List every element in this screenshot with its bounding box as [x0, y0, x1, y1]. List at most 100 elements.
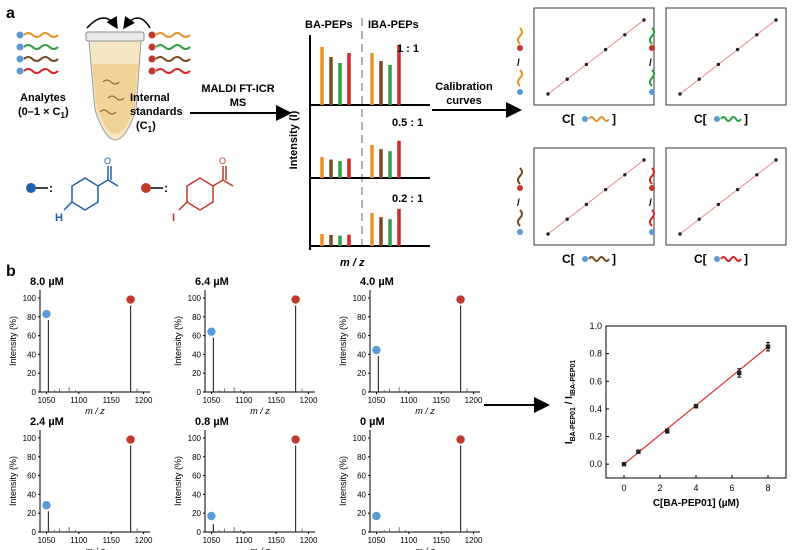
x-tick-label: 1100	[400, 536, 418, 545]
mini-xlabel: C[	[562, 252, 575, 266]
mass-spectrum: 8.0 µM 0 20 40 60 80 100 1050 1100 1150 1200 Intens…	[8, 276, 153, 416]
x-tick-label: 1100	[235, 396, 253, 405]
mini-xlabel-strand	[588, 116, 610, 122]
mass-spectrum: 2.4 µM 0 20 40 60 80 100 1050 1100 1150 1200 Intens…	[8, 416, 153, 550]
mini-ylabel-divider: /	[517, 58, 520, 69]
x-tick-label: 0	[621, 483, 626, 493]
mini-calibration-curve: / C[]	[517, 147, 655, 266]
ratio-1: 1 : 1	[397, 43, 419, 55]
analyte-peptide-strand	[23, 56, 59, 62]
svg-text:I: I	[172, 212, 175, 224]
y-tick-label: 20	[357, 369, 366, 378]
y-tick-label: 80	[357, 313, 366, 322]
mini-data-point	[697, 217, 701, 221]
calibration-label-2: curves	[446, 95, 481, 107]
mini-xlabel-close: ]	[744, 252, 748, 266]
y-tick-label: 80	[27, 313, 36, 322]
mini-xlabel: C[	[562, 112, 575, 126]
mini-ylabel-tag	[649, 45, 655, 51]
analyte-tag-icon	[16, 43, 24, 51]
analyte-peptides	[16, 31, 59, 75]
x-tick-label: 1100	[400, 396, 418, 405]
mini-data-point	[584, 202, 589, 207]
svg-text::: :	[49, 181, 53, 195]
calibration-chart: 0 2 4 6 8 0.0 0.2 0.4 0.6 0.8 1.0 C[BA-PEP01] (µM) I…	[564, 321, 787, 509]
chart-x-label: C[BA-PEP01] (µM)	[653, 498, 739, 509]
analyte-tag-icon	[16, 55, 24, 63]
x-tick-label: 1050	[368, 396, 386, 405]
mini-data-point	[623, 173, 627, 177]
y-tick-label: 40	[192, 350, 201, 359]
iba-marker	[291, 295, 300, 304]
mini-xlabel-tag	[714, 256, 720, 262]
spectrum-x-label: m / z	[250, 546, 270, 550]
analytes-label: Analytes	[20, 92, 66, 104]
internal-tag-icon	[148, 43, 156, 51]
mini-ylabel-strand	[649, 209, 655, 227]
iba-tag-structure: : O I	[141, 156, 234, 224]
mini-calibration-curve: / C[]	[649, 7, 787, 126]
y-tick-label: 100	[188, 434, 202, 443]
mini-data-point	[716, 202, 721, 207]
mini-xlabel-strand	[720, 256, 742, 262]
mini-data-point	[603, 187, 608, 192]
x-tick-label: 1200	[300, 536, 318, 545]
spectrum-x-label: m / z	[415, 406, 435, 416]
mini-ylabel-tag	[649, 185, 655, 191]
x-tick-label: 1050	[203, 536, 221, 545]
x-tick-label: 1050	[38, 396, 56, 405]
x-tick-label: 1100	[70, 536, 88, 545]
data-point	[693, 403, 699, 409]
x-tick-label: 1150	[268, 396, 286, 405]
mini-ylabel-divider: /	[517, 198, 520, 209]
y-tick-label: 0	[362, 528, 367, 537]
y-tick-label: 40	[27, 350, 36, 359]
mini-data-point	[565, 77, 569, 81]
mini-data-point	[755, 33, 759, 37]
y-tick-label: 0	[32, 528, 37, 537]
data-point	[665, 428, 670, 434]
ba-marker	[207, 511, 216, 521]
mini-ylabel-strand	[649, 167, 655, 185]
y-tick-label: 20	[192, 509, 201, 518]
x-tick-label: 1200	[465, 536, 483, 545]
data-point	[621, 461, 627, 467]
x-tick-label: 2	[657, 483, 662, 493]
y-tick-label: 1.0	[589, 321, 602, 331]
mini-ylabel-tag	[649, 89, 655, 95]
x-tick-label: 8	[765, 483, 770, 493]
y-tick-label: 40	[357, 350, 366, 359]
spectrum-y-label: Intensity (%)	[338, 456, 348, 506]
spectrum-concentration: 2.4 µM	[30, 416, 64, 428]
y-tick-label: 100	[188, 294, 202, 303]
x-tick-label: 1150	[103, 396, 121, 405]
x-tick-label: 1150	[433, 536, 451, 545]
mini-ylabel-strand	[649, 27, 655, 45]
mini-fit-line	[679, 19, 777, 95]
calibration-curves: / C[] / C[] / C[] / C[]	[517, 7, 787, 266]
spectra-grid: 8.0 µM 0 20 40 60 80 100 1050 1100 1150 1200 Intens…	[8, 276, 483, 550]
y-tick-label: 60	[27, 332, 36, 341]
mini-xlabel-strand	[588, 256, 610, 262]
y-tick-label: 100	[23, 294, 37, 303]
mini-ylabel-tag	[649, 229, 655, 235]
analyte-peptide-strand	[23, 32, 59, 38]
mini-ylabel-strand	[517, 27, 523, 45]
y-tick-label: 0	[32, 388, 37, 397]
mini-ylabel-tag	[517, 185, 523, 191]
y-tick-label: 60	[192, 472, 201, 481]
mini-xlabel-strand	[720, 116, 742, 122]
mini-data-point	[584, 62, 589, 67]
x-tick-label: 1100	[70, 396, 88, 405]
svg-text:O: O	[219, 156, 226, 166]
ba-peps-header: BA-PEPs	[305, 19, 353, 31]
y-tick-label: 0.0	[589, 459, 602, 469]
mini-data-point	[678, 232, 682, 236]
mini-xlabel-tag	[582, 256, 588, 262]
mini-xlabel-close: ]	[612, 252, 616, 266]
spectrum-concentration: 6.4 µM	[195, 276, 229, 288]
x-tick-label: 1150	[268, 536, 286, 545]
y-tick-label: 0	[362, 388, 367, 397]
y-tick-label: 20	[27, 369, 36, 378]
